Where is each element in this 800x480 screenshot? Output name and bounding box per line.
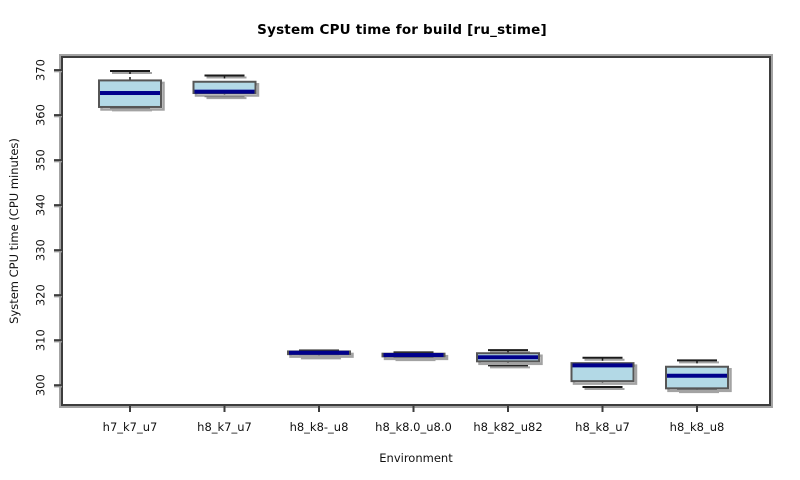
y-tick-label: 360	[34, 104, 48, 126]
median-line	[667, 373, 727, 378]
y-tick-label: 300	[34, 374, 48, 396]
plot-frame	[61, 56, 771, 406]
y-tick-label: 340	[34, 194, 48, 216]
box-h8_k8-_u8	[287, 349, 354, 360]
box-h8_k7_u7	[192, 74, 260, 100]
y-tick-label: 320	[34, 284, 48, 306]
box-h8_k82_u82	[476, 349, 543, 369]
x-tick-label: h8_k8.0_u8.0	[375, 420, 452, 434]
x-axis-label: Environment	[379, 451, 453, 465]
x-tick-label: h8_k8_u8	[670, 420, 725, 434]
median-line	[478, 355, 538, 360]
plot-frame-shadow	[59, 54, 773, 408]
median-line	[194, 89, 255, 94]
median-line	[289, 350, 349, 355]
box-h8_k8_u7	[570, 356, 638, 390]
x-tick-label: h8_k7_u7	[197, 420, 252, 434]
x-tick-label: h8_k8_u7	[575, 420, 630, 434]
box-h8_k8_u8	[665, 359, 732, 394]
y-tick-label: 310	[34, 329, 48, 351]
x-tick-label: h7_k7_u7	[103, 420, 158, 434]
box-h8_k8.0_u8.0	[381, 351, 449, 362]
median-line	[572, 363, 633, 368]
y-tick-label: 330	[34, 239, 48, 261]
y-tick-label: 370	[34, 59, 48, 81]
y-tick-label: 350	[34, 149, 48, 171]
box-rect	[570, 362, 635, 383]
median-line	[383, 353, 444, 358]
chart-title: System CPU time for build [ru_stime]	[257, 22, 547, 38]
x-tick-label: h8_k8-_u8	[290, 420, 349, 434]
median-line	[100, 91, 160, 96]
x-tick-label: h8_k82_u82	[473, 420, 542, 434]
box-h7_k7_u7	[98, 69, 165, 112]
